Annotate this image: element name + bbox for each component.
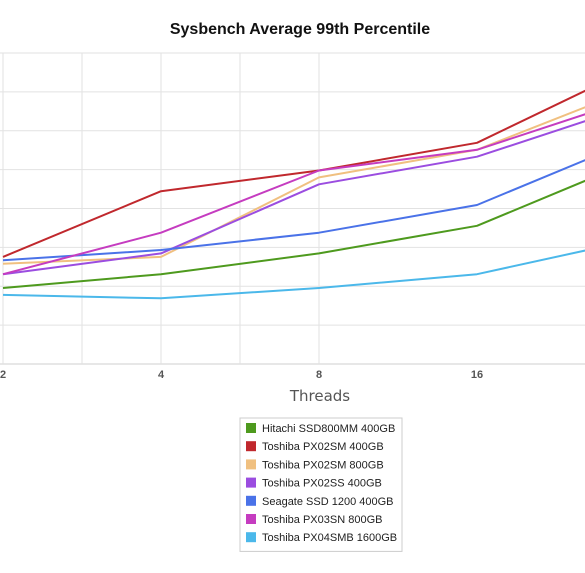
legend-label: Toshiba PX02SM 800GB (262, 459, 384, 471)
x-axis-label: Threads (289, 387, 350, 405)
x-tick-labels: 2 4 8 16 (0, 369, 483, 381)
x-tick-label: 4 (158, 369, 165, 381)
legend-swatch (246, 532, 256, 543)
x-tick-label: 8 (316, 369, 322, 381)
legend: Hitachi SSD800MM 400GB Toshiba PX02SM 400… (239, 417, 403, 552)
series-line (2, 249, 585, 300)
series-line (2, 89, 585, 258)
legend-label: Hitachi SSD800MM 400GB (262, 423, 395, 435)
x-tick-label: 2 (0, 369, 6, 381)
legend-swatch (246, 441, 256, 452)
legend-label: Toshiba PX04SMB 1600GB (262, 532, 397, 544)
series-lines (2, 89, 585, 300)
series-line (2, 159, 585, 262)
series-line (2, 120, 585, 276)
legend-swatch (246, 477, 256, 488)
grid (0, 52, 585, 365)
chart-title: Sysbench Average 99th Percentile (170, 21, 430, 38)
legend-label: Toshiba PX02SM 400GB (262, 441, 384, 453)
legend-label: Seagate SSD 1200 400GB (262, 496, 393, 508)
series-line (2, 113, 585, 276)
legend-swatch (246, 423, 256, 433)
series-line (2, 106, 585, 265)
legend-label: Toshiba PX02SS 400GB (262, 478, 382, 490)
legend-swatch (246, 495, 256, 506)
legend-label: Toshiba PX03SN 800GB (262, 514, 382, 526)
series-line (2, 179, 585, 289)
legend-box (239, 417, 403, 552)
legend-swatch (246, 514, 256, 524)
legend-swatch (246, 459, 256, 470)
x-tick-label: 16 (471, 369, 483, 381)
